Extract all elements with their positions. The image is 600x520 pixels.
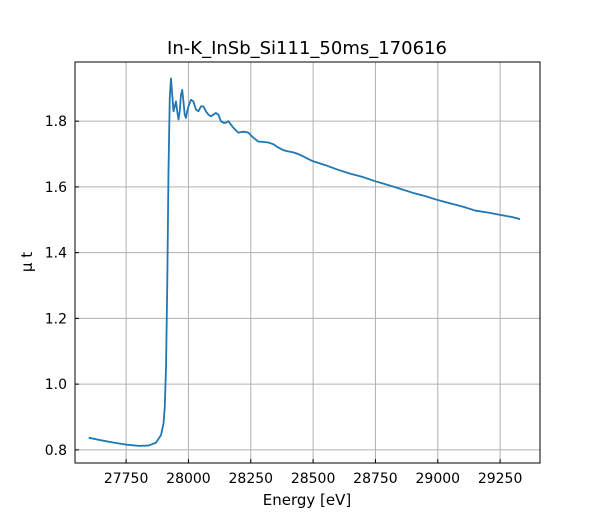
- y-tick-label: 1.4: [45, 246, 67, 262]
- y-tick-label: 1.6: [45, 180, 67, 196]
- x-tick-label: 29250: [478, 471, 523, 487]
- y-tick-label: 0.8: [45, 443, 67, 459]
- chart-title: In-K_InSb_Si111_50ms_170616: [167, 38, 447, 59]
- x-tick-label: 29000: [416, 471, 461, 487]
- ticks: 27750 28000 28250 28500 28750 29000 29250 0.8 1.…: [45, 114, 523, 487]
- x-tick-label: 28000: [166, 471, 211, 487]
- y-axis-label: μ t: [18, 252, 36, 272]
- grid: [75, 62, 540, 463]
- x-tick-label: 28500: [291, 471, 336, 487]
- x-axis-label: Energy [eV]: [263, 491, 351, 509]
- x-tick-label: 27750: [104, 471, 149, 487]
- x-tick-label: 28250: [229, 471, 274, 487]
- series-line: [88, 77, 521, 447]
- y-tick-label: 1.2: [45, 311, 67, 327]
- x-tick-label: 28750: [353, 471, 398, 487]
- plot-frame: [74, 61, 541, 464]
- y-tick-label: 1.8: [45, 114, 67, 130]
- y-tick-label: 1.0: [45, 377, 67, 393]
